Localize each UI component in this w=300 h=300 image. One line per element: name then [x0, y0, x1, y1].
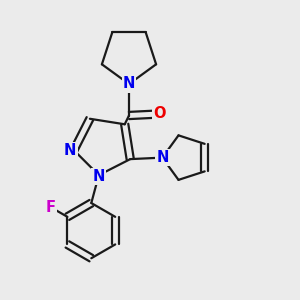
Text: N: N	[123, 76, 135, 92]
Text: O: O	[153, 106, 165, 122]
Text: N: N	[156, 150, 169, 165]
Text: N: N	[64, 143, 76, 158]
Text: N: N	[93, 169, 105, 184]
Text: F: F	[46, 200, 56, 214]
